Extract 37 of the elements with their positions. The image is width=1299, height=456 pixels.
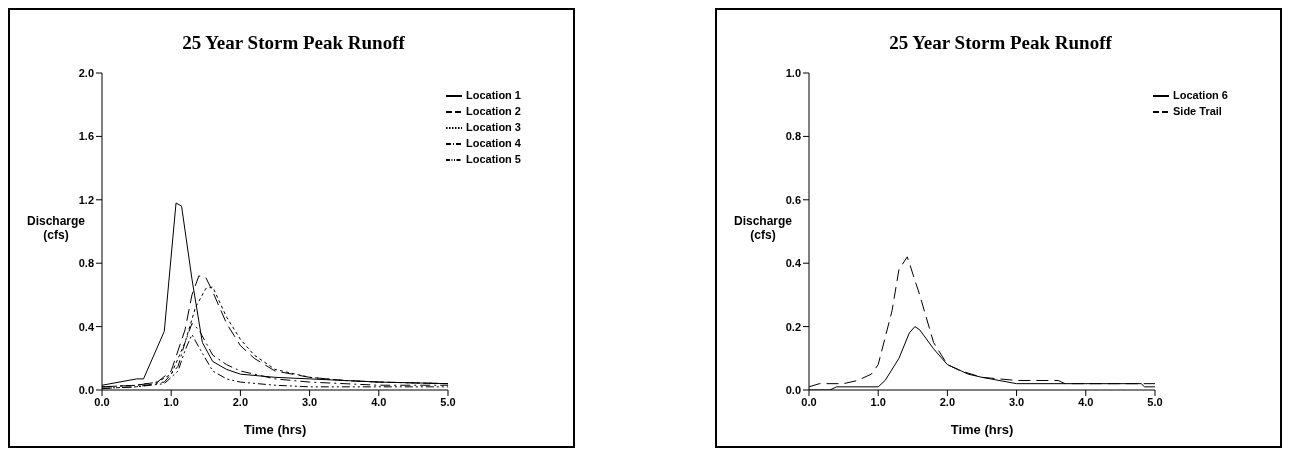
x-tick-label: 0.0 xyxy=(94,395,110,408)
x-tick-label: 4.0 xyxy=(1078,395,1094,408)
y-tick-label: 0.0 xyxy=(78,383,94,396)
x-tick-label: 2.0 xyxy=(939,395,956,408)
y-axis-title: Discharge (cfs) xyxy=(733,214,793,242)
legend-label: Location 3 xyxy=(465,120,521,133)
chart-title: 25 Year Storm Peak Runoff xyxy=(181,32,406,54)
y-tick-label: 1.0 xyxy=(785,66,801,79)
y-tick-label: 0.8 xyxy=(78,257,94,270)
y-tick-label: 0.4 xyxy=(785,257,802,270)
y-tick-label: 0.2 xyxy=(785,320,801,333)
x-tick-label: 1.0 xyxy=(163,395,179,408)
y-tick-label: 1.2 xyxy=(78,193,94,206)
y-tick-label: 0.4 xyxy=(78,320,95,333)
x-axis-title: Time (hrs) xyxy=(950,422,1014,437)
y-axis-title: Discharge (cfs) xyxy=(26,214,86,242)
x-tick-label: 1.0 xyxy=(870,395,886,408)
legend-label: Location 6 xyxy=(1172,88,1228,101)
y-tick-label: 0.8 xyxy=(785,130,801,143)
x-tick-label: 3.0 xyxy=(1008,395,1025,408)
x-tick-label: 5.0 xyxy=(440,395,456,408)
x-tick-label: 0.0 xyxy=(801,395,817,408)
legend-label: Location 1 xyxy=(465,88,521,101)
legend-label: Side Trail xyxy=(1172,104,1222,117)
x-tick-label: 2.0 xyxy=(232,395,249,408)
y-tick-label: 1.6 xyxy=(78,130,94,143)
x-tick-label: 3.0 xyxy=(301,395,318,408)
chart-title: 25 Year Storm Peak Runoff xyxy=(888,32,1113,54)
y-tick-label: 0.6 xyxy=(785,193,801,206)
x-tick-label: 4.0 xyxy=(371,395,387,408)
x-tick-label: 5.0 xyxy=(1147,395,1163,408)
x-axis-title: Time (hrs) xyxy=(243,422,307,437)
legend-label: Location 4 xyxy=(465,136,521,149)
y-tick-label: 0.0 xyxy=(785,383,801,396)
legend-label: Location 2 xyxy=(465,104,521,117)
legend-label: Location 5 xyxy=(465,152,521,165)
y-tick-label: 2.0 xyxy=(78,66,94,79)
